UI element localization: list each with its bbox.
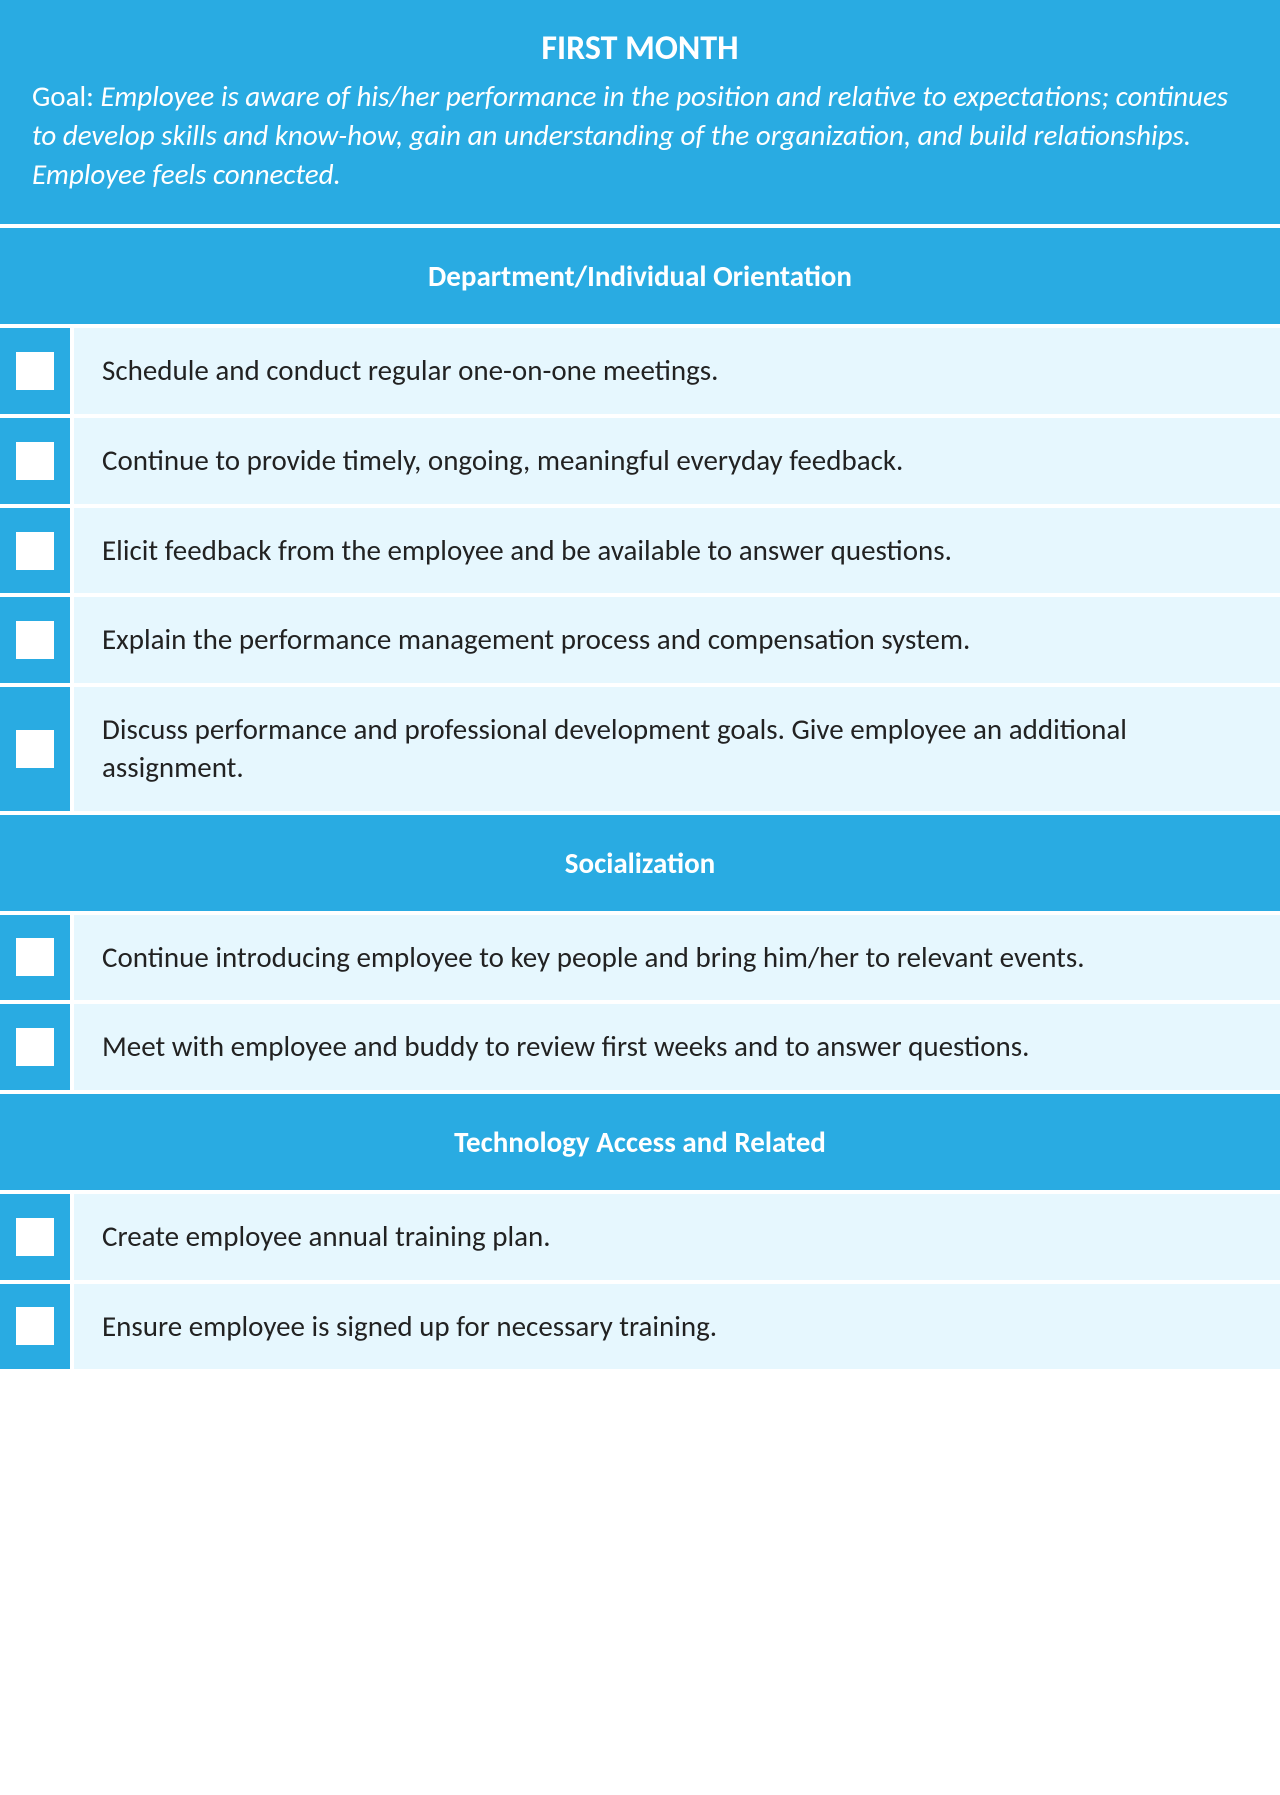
checkbox-cell bbox=[0, 1284, 70, 1370]
checkbox-cell bbox=[0, 328, 70, 414]
checklist-item-text: Elicit feedback from the employee and be… bbox=[74, 508, 1280, 594]
checkbox[interactable] bbox=[16, 1028, 54, 1066]
checkbox-cell bbox=[0, 508, 70, 594]
checkbox[interactable] bbox=[16, 442, 54, 480]
checklist-item-text: Explain the performance management proce… bbox=[74, 597, 1280, 683]
section-header-socialization: Socialization bbox=[0, 815, 1280, 911]
checklist-item-text: Discuss performance and professional dev… bbox=[74, 687, 1280, 810]
checkbox[interactable] bbox=[16, 352, 54, 390]
checklist-item-text: Continue to provide timely, ongoing, mea… bbox=[74, 418, 1280, 504]
checkbox-cell bbox=[0, 1004, 70, 1090]
checkbox-cell bbox=[0, 915, 70, 1001]
goal-prefix: Goal: bbox=[32, 78, 100, 114]
checklist-item-text: Create employee annual training plan. bbox=[74, 1194, 1280, 1280]
goal-body: Employee is aware of his/her performance… bbox=[32, 78, 1228, 192]
onboarding-checklist: FIRST MONTH Goal: Employee is aware of h… bbox=[0, 0, 1280, 1369]
checklist-row: Elicit feedback from the employee and be… bbox=[0, 508, 1280, 594]
checkbox[interactable] bbox=[16, 1307, 54, 1345]
header-block: FIRST MONTH Goal: Employee is aware of h… bbox=[0, 0, 1280, 224]
checkbox[interactable] bbox=[16, 938, 54, 976]
checklist-row: Discuss performance and professional dev… bbox=[0, 687, 1280, 810]
checkbox-cell bbox=[0, 418, 70, 504]
checklist-item-text: Continue introducing employee to key peo… bbox=[74, 915, 1280, 1001]
section-header-orientation: Department/Individual Orientation bbox=[0, 228, 1280, 324]
checklist-row: Schedule and conduct regular one-on-one … bbox=[0, 328, 1280, 414]
goal-text: Goal: Employee is aware of his/her perfo… bbox=[32, 77, 1248, 194]
checkbox[interactable] bbox=[16, 730, 54, 768]
checklist-row: Create employee annual training plan. bbox=[0, 1194, 1280, 1280]
checklist-row: Explain the performance management proce… bbox=[0, 597, 1280, 683]
checklist-item-text: Ensure employee is signed up for necessa… bbox=[74, 1284, 1280, 1370]
checklist-item-text: Meet with employee and buddy to review f… bbox=[74, 1004, 1280, 1090]
checklist-row: Continue to provide timely, ongoing, mea… bbox=[0, 418, 1280, 504]
checkbox-cell bbox=[0, 1194, 70, 1280]
checkbox[interactable] bbox=[16, 532, 54, 570]
checklist-row: Continue introducing employee to key peo… bbox=[0, 915, 1280, 1001]
checklist-row: Meet with employee and buddy to review f… bbox=[0, 1004, 1280, 1090]
checklist-row: Ensure employee is signed up for necessa… bbox=[0, 1284, 1280, 1370]
checklist-item-text: Schedule and conduct regular one-on-one … bbox=[74, 328, 1280, 414]
checkbox-cell bbox=[0, 597, 70, 683]
checkbox[interactable] bbox=[16, 1218, 54, 1256]
page-title: FIRST MONTH bbox=[32, 28, 1248, 69]
checkbox-cell bbox=[0, 687, 70, 810]
checkbox[interactable] bbox=[16, 621, 54, 659]
section-header-technology: Technology Access and Related bbox=[0, 1094, 1280, 1190]
